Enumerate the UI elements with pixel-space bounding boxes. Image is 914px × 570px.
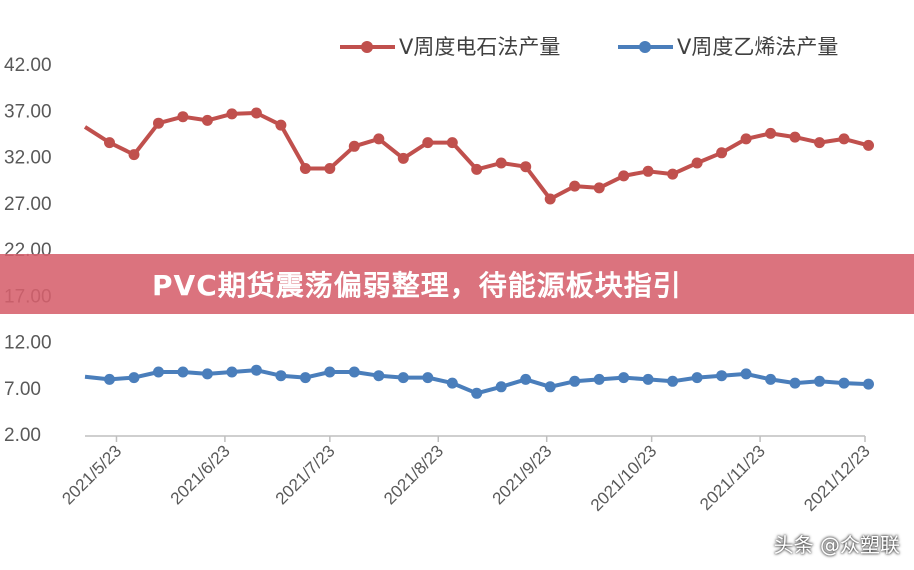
y-tick-label: 32.00: [4, 148, 52, 169]
data-point-carbide: [765, 127, 777, 139]
data-point-carbide: [226, 108, 238, 120]
data-point-ethylene: [593, 373, 605, 385]
data-point-carbide: [544, 193, 556, 205]
legend-label-carbide: V周度电石法产量: [399, 35, 560, 59]
data-point-carbide: [471, 163, 483, 175]
data-point-ethylene: [201, 368, 213, 380]
data-point-carbide: [814, 137, 825, 149]
x-tick-label: 2021/9/23: [489, 441, 556, 508]
data-point-carbide: [153, 117, 164, 129]
data-point-ethylene: [226, 366, 238, 378]
data-point-ethylene: [348, 366, 360, 378]
data-point-ethylene: [250, 364, 262, 376]
data-point-ethylene: [128, 372, 140, 384]
headline-banner: PVC期货震荡偏弱整理，待能源板块指引: [0, 254, 914, 314]
series-layer: [83, 107, 874, 399]
x-tick-label: 2021/10/23: [587, 441, 661, 515]
data-point-ethylene: [569, 375, 581, 387]
data-point-carbide: [863, 139, 874, 151]
data-point-carbide: [691, 157, 703, 169]
data-point-carbide: [642, 165, 654, 177]
data-point-ethylene: [863, 378, 874, 390]
legend-item-carbide: V周度电石法产量: [340, 35, 560, 59]
data-point-carbide: [422, 137, 434, 149]
data-point-ethylene: [422, 372, 434, 384]
x-tick-label: 2021/8/23: [380, 441, 447, 508]
data-point-ethylene: [104, 373, 115, 385]
y-axis-tick-labels: 42.0037.0032.0027.0022.0017.0012.007.002…: [4, 55, 52, 446]
data-point-carbide: [104, 137, 115, 149]
data-point-carbide: [373, 133, 385, 145]
data-point-carbide: [716, 147, 728, 159]
data-point-ethylene: [642, 373, 654, 385]
data-point-ethylene: [153, 366, 164, 378]
x-tick-label: 2021/11/23: [696, 441, 769, 514]
data-point-ethylene: [275, 370, 287, 382]
data-point-carbide: [446, 137, 458, 149]
series-ethylene: [84, 364, 874, 399]
data-point-carbide: [667, 168, 679, 180]
y-tick-label: 37.00: [4, 101, 52, 122]
x-tick-label: 2021/5/23: [58, 441, 125, 508]
data-point-ethylene: [373, 370, 385, 382]
data-point-carbide: [128, 149, 140, 161]
data-point-carbide: [593, 182, 605, 194]
data-point-carbide: [740, 133, 752, 145]
data-point-carbide: [299, 163, 311, 174]
series-carbide: [83, 107, 874, 205]
data-point-ethylene: [177, 366, 189, 378]
data-point-carbide: [618, 170, 630, 182]
x-tick-label: 2021/7/23: [272, 441, 339, 508]
data-point-ethylene: [324, 366, 336, 378]
data-point-ethylene: [691, 372, 703, 384]
data-point-carbide: [324, 163, 336, 174]
x-tick-label: 2021/12/23: [800, 441, 874, 515]
data-point-ethylene: [716, 370, 728, 382]
headline-text: PVC期货震荡偏弱整理，待能源板块指引: [152, 269, 682, 302]
legend-item-ethylene: V周度乙烯法产量: [618, 35, 838, 59]
data-point-carbide: [789, 131, 801, 143]
data-point-carbide: [201, 114, 213, 126]
y-tick-label: 2.00: [4, 425, 41, 446]
series-line-carbide: [83, 111, 870, 201]
data-point-ethylene: [397, 372, 409, 384]
data-point-carbide: [397, 152, 409, 164]
data-point-carbide: [348, 140, 360, 152]
y-tick-label: 7.00: [4, 379, 41, 400]
data-point-carbide: [250, 107, 262, 119]
data-point-carbide: [569, 180, 581, 192]
data-point-ethylene: [544, 381, 556, 393]
data-point-ethylene: [618, 372, 630, 384]
data-point-ethylene: [667, 375, 679, 387]
data-point-ethylene: [495, 381, 507, 393]
legend-marker-carbide: [361, 41, 373, 53]
source-watermark: 头条 @众塑联: [773, 533, 900, 557]
x-tick-label: 2021/6/23: [167, 441, 234, 508]
y-tick-label: 12.00: [4, 333, 52, 354]
data-point-carbide: [838, 133, 850, 145]
data-point-ethylene: [446, 377, 458, 389]
data-point-ethylene: [789, 377, 801, 389]
data-point-carbide: [520, 161, 532, 173]
data-point-ethylene: [814, 375, 825, 387]
x-axis-ticks: 2021/5/23 2021/6/23 2021/7/23 2021/8/23 2021…: [58, 436, 874, 515]
y-tick-label: 42.00: [4, 55, 52, 76]
data-point-ethylene: [471, 387, 483, 399]
legend-marker-ethylene: [639, 41, 651, 53]
data-point-carbide: [495, 157, 507, 169]
data-point-carbide: [177, 111, 189, 123]
data-point-ethylene: [740, 368, 752, 380]
data-point-ethylene: [765, 373, 777, 385]
y-tick-label: 27.00: [4, 194, 52, 215]
legend: V周度电石法产量 V周度乙烯法产量: [340, 35, 838, 59]
data-point-ethylene: [838, 377, 850, 389]
data-point-ethylene: [520, 373, 532, 385]
data-point-ethylene: [299, 372, 311, 384]
legend-label-ethylene: V周度乙烯法产量: [677, 35, 838, 59]
data-point-carbide: [275, 119, 287, 131]
